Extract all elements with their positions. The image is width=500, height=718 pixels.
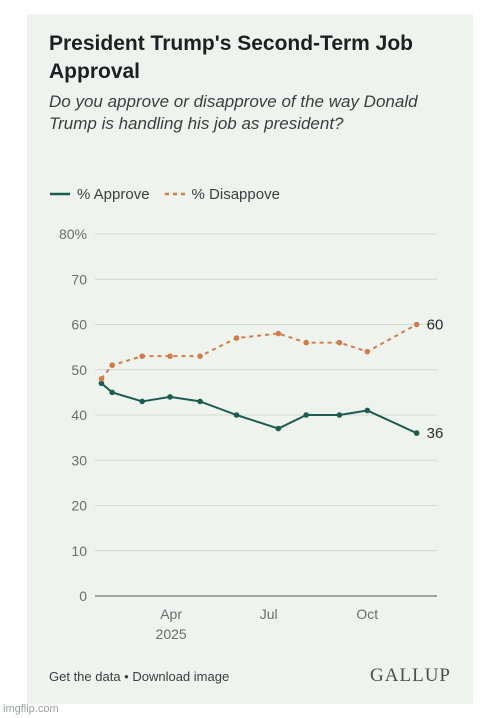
x-tick-label: Apr bbox=[160, 606, 182, 622]
end-label-disapprove: 60 bbox=[427, 317, 444, 334]
data-point-approve bbox=[275, 425, 282, 432]
data-point-disapprove bbox=[364, 348, 371, 355]
data-point-approve bbox=[197, 398, 203, 405]
x-tick-label: Oct bbox=[356, 606, 378, 622]
y-tick-label: 40 bbox=[71, 407, 87, 423]
data-point-approve bbox=[98, 380, 105, 387]
data-point-approve bbox=[364, 407, 371, 414]
data-point-disapprove bbox=[167, 353, 173, 359]
data-point-approve bbox=[167, 394, 173, 400]
data-point-disapprove bbox=[197, 353, 203, 359]
data-point-approve bbox=[109, 389, 115, 396]
y-tick-label: 70 bbox=[71, 271, 87, 287]
legend-item-disapprove: % Disappove bbox=[164, 186, 280, 203]
chart-subtitle: Do you approve or disapprove of the way … bbox=[49, 92, 418, 133]
y-tick-label: 50 bbox=[71, 362, 87, 378]
series-line-approve bbox=[100, 382, 418, 435]
data-point-approve bbox=[336, 412, 343, 418]
line-chart: 0 10 20 30 40 50 60 70 80% Apr 2025 Jul Oct 36 60 bbox=[59, 226, 444, 642]
data-point-disapprove bbox=[303, 339, 310, 346]
y-tick-label: 80% bbox=[59, 226, 87, 242]
chart-title: President Trump's Second-Term Job Approv… bbox=[49, 32, 414, 83]
data-point-disapprove bbox=[233, 335, 240, 341]
footer-separator: • bbox=[120, 669, 133, 684]
legend-label-approve: % Approve bbox=[77, 185, 150, 203]
data-point-approve bbox=[139, 398, 145, 405]
legend: % Approve % Disappove bbox=[49, 184, 294, 204]
watermark: imgflip.com bbox=[3, 703, 59, 715]
footer-links: Get the data • Download image bbox=[49, 669, 229, 684]
legend-label-disapprove: % Disappove bbox=[191, 185, 280, 203]
data-point-disapprove bbox=[275, 330, 282, 337]
x-tick-sublabel: 2025 bbox=[156, 626, 187, 642]
data-point-disapprove bbox=[109, 362, 115, 369]
gallup-logo: GALLUP bbox=[370, 665, 451, 686]
legend-item-approve: % Approve bbox=[49, 186, 150, 203]
data-point-disapprove bbox=[139, 353, 145, 359]
y-tick-label: 20 bbox=[71, 498, 87, 514]
get-data-link[interactable]: Get the data bbox=[49, 669, 121, 684]
y-tick-label: 30 bbox=[71, 452, 87, 468]
x-tick-label: Jul bbox=[260, 606, 278, 622]
y-tick-label: 0 bbox=[79, 588, 87, 604]
y-tick-label: 60 bbox=[71, 317, 87, 333]
data-point-disapprove bbox=[336, 339, 343, 346]
data-point-disapprove bbox=[98, 376, 105, 382]
y-tick-label: 10 bbox=[71, 543, 87, 559]
data-point-approve bbox=[303, 412, 310, 418]
data-point-approve bbox=[413, 430, 420, 436]
data-point-approve bbox=[233, 412, 240, 418]
legend-swatch-approve bbox=[50, 192, 70, 196]
chart-card: President Trump's Second-Term Job Approv… bbox=[27, 14, 473, 704]
data-point-disapprove bbox=[413, 321, 420, 328]
download-image-link[interactable]: Download image bbox=[132, 669, 230, 684]
legend-swatch-disapprove bbox=[164, 192, 185, 196]
end-label-approve: 36 bbox=[427, 425, 444, 442]
